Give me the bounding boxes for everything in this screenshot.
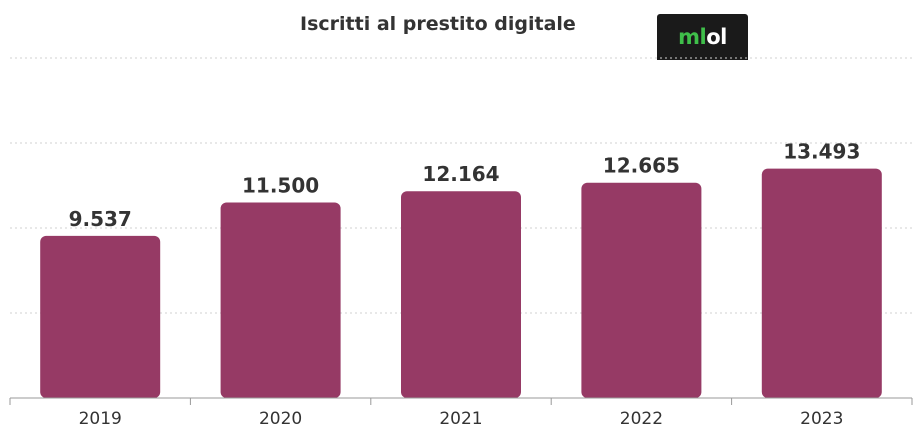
x-tick-label: 2022 [620,409,663,429]
bar-value-label: 12.665 [603,154,680,178]
x-tick-label: 2019 [79,409,122,429]
bar [761,168,882,398]
chart-title: Iscritti al prestito digitale [300,13,576,35]
bar-value-label: 13.493 [783,140,860,164]
x-tick-label: 2021 [439,409,482,429]
bar [401,191,521,398]
bar-value-label: 12.164 [422,162,499,186]
bar [40,235,161,398]
bar [220,202,341,398]
mlol-logo: ml ol [657,14,748,60]
x-tick-label: 2020 [259,409,302,429]
x-tick-label: 2023 [800,409,843,429]
bar [581,182,702,398]
bar-value-label: 9.537 [69,207,132,231]
bar-value-label: 11.500 [242,174,319,198]
logo-text-white: ol [706,25,727,49]
logo-text-green: ml [678,25,707,49]
